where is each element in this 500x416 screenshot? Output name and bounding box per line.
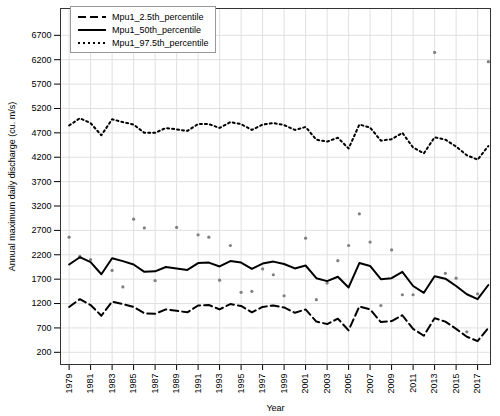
svg-text:1993: 1993 bbox=[214, 374, 224, 394]
svg-text:4200: 4200 bbox=[31, 152, 51, 162]
svg-text:2005: 2005 bbox=[343, 374, 353, 394]
svg-text:1981: 1981 bbox=[85, 374, 95, 394]
svg-text:1200: 1200 bbox=[31, 298, 51, 308]
svg-text:1997: 1997 bbox=[257, 374, 267, 394]
svg-text:2700: 2700 bbox=[31, 225, 51, 235]
svg-text:1991: 1991 bbox=[193, 374, 203, 394]
svg-text:1999: 1999 bbox=[279, 374, 289, 394]
svg-text:2200: 2200 bbox=[31, 250, 51, 260]
svg-text:2011: 2011 bbox=[408, 374, 418, 393]
svg-text:2009: 2009 bbox=[386, 374, 396, 394]
svg-text:2007: 2007 bbox=[365, 374, 375, 394]
svg-text:700: 700 bbox=[36, 323, 51, 333]
svg-text:4700: 4700 bbox=[31, 128, 51, 138]
svg-text:1987: 1987 bbox=[150, 374, 160, 394]
html-text:Mpu1_50th_percentile: Mpu1_50th_percentile bbox=[112, 24, 202, 35]
svg-text:1983: 1983 bbox=[107, 374, 117, 394]
svg-text:5200: 5200 bbox=[31, 103, 51, 113]
svg-text:2015: 2015 bbox=[451, 374, 461, 394]
svg-text:6200: 6200 bbox=[31, 55, 51, 65]
svg-text:Annual maximum daily discharge: Annual maximum daily discharge (cu. m/s) bbox=[7, 102, 17, 272]
svg-text:1985: 1985 bbox=[128, 374, 138, 394]
svg-text:2017: 2017 bbox=[472, 374, 482, 394]
svg-text:Year: Year bbox=[266, 403, 284, 413]
svg-text:1979: 1979 bbox=[64, 374, 74, 394]
html-text:Mpu1_97.5th_percentile: Mpu1_97.5th_percentile bbox=[112, 37, 209, 48]
svg-text:1989: 1989 bbox=[171, 374, 181, 394]
svg-text:2013: 2013 bbox=[429, 374, 439, 394]
html-text:Mpu1_2.5th_percentile: Mpu1_2.5th_percentile bbox=[112, 11, 204, 22]
svg-text:1700: 1700 bbox=[31, 274, 51, 284]
svg-text:1995: 1995 bbox=[236, 374, 246, 394]
svg-text:3700: 3700 bbox=[31, 177, 51, 187]
svg-text:5700: 5700 bbox=[31, 79, 51, 89]
svg-text:2003: 2003 bbox=[322, 374, 332, 394]
svg-text:2001: 2001 bbox=[300, 374, 310, 394]
svg-text:3200: 3200 bbox=[31, 201, 51, 211]
svg-text:200: 200 bbox=[36, 347, 51, 357]
svg-text:6700: 6700 bbox=[31, 30, 51, 40]
